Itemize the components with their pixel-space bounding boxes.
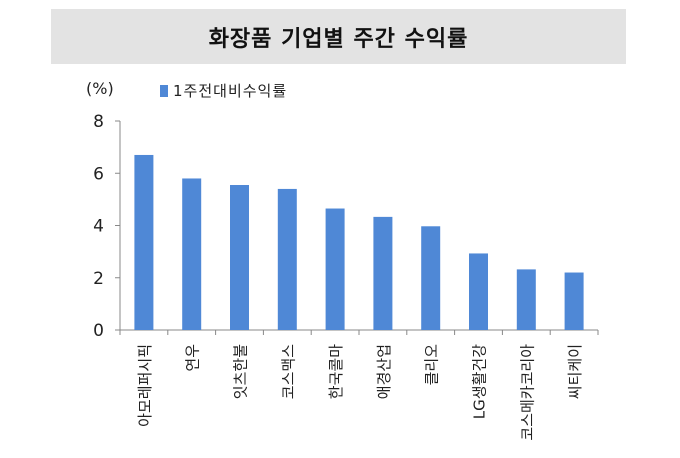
y-tick-label: 0 xyxy=(93,321,104,341)
legend-swatch xyxy=(160,84,168,97)
y-tick-label: 2 xyxy=(93,269,104,289)
x-tick-label: 코스맥스 xyxy=(279,344,297,399)
chart-title: 화장품 기업별 주간 수익률 xyxy=(208,26,469,52)
bar xyxy=(421,226,441,330)
bar xyxy=(516,269,536,330)
legend-label: 1주전대비수익률 xyxy=(173,82,288,100)
bar xyxy=(469,253,488,330)
y-axis-unit-label: (%) xyxy=(86,79,114,98)
x-tick-label: 애경산업 xyxy=(375,344,393,399)
bar xyxy=(564,272,584,330)
y-tick-label: 4 xyxy=(93,217,104,237)
bar xyxy=(134,154,154,330)
bar xyxy=(182,178,202,330)
x-tick-label: 한국콜마 xyxy=(327,344,345,399)
y-tick-label: 8 xyxy=(93,112,104,132)
bar xyxy=(373,216,393,330)
legend: 1주전대비수익률 xyxy=(160,80,287,101)
x-tick-label: 연우 xyxy=(184,344,202,372)
bar xyxy=(230,185,249,330)
x-tick-label: 아모레퍼시픽 xyxy=(136,344,154,427)
bar xyxy=(277,188,297,330)
title-banner: 화장품 기업별 주간 수익률 xyxy=(51,9,626,64)
x-tick-label: 클리오 xyxy=(423,344,441,386)
x-tick-label: 잇츠한불 xyxy=(232,344,250,399)
x-tick-label: 코스메카코리아 xyxy=(518,344,536,441)
y-tick-label: 6 xyxy=(93,164,104,184)
x-tick-label: LG생활건강 xyxy=(471,344,489,419)
bar xyxy=(325,208,345,330)
x-tick-label: 씨티케이 xyxy=(566,344,584,399)
